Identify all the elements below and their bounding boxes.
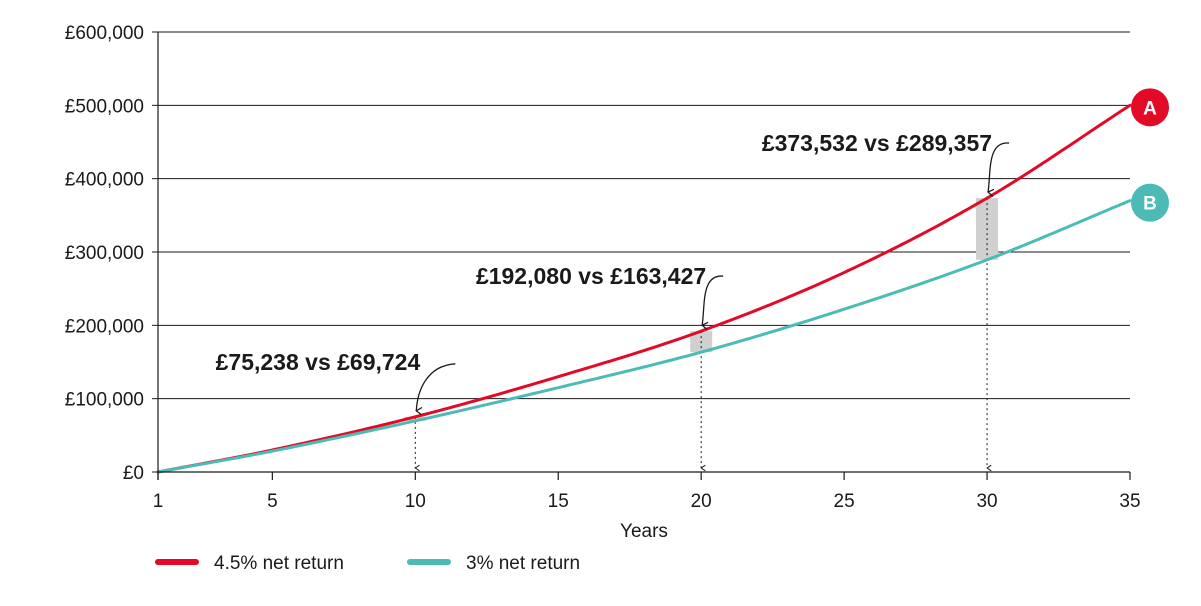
- axis-layer: £0 £100,000 £200,000 £300,000 £400,000 £500,0…: [65, 23, 1141, 542]
- legend-label: 4.5% net return: [214, 553, 344, 574]
- series-line-2: [156, 199, 1132, 474]
- y-tick-label: £500,000: [65, 96, 144, 117]
- legend-label: 3% net return: [466, 553, 580, 574]
- series-line-1: [156, 103, 1132, 474]
- x-tick-label: 35: [1119, 491, 1140, 512]
- x-tick-label: 20: [691, 491, 712, 512]
- x-tick-label: 30: [976, 491, 997, 512]
- y-tick-label: £0: [123, 463, 144, 484]
- annotation-arrow: [416, 363, 456, 411]
- series-badge-circle: [1131, 183, 1169, 222]
- x-tick-label: 1: [153, 491, 164, 512]
- legend: 4.5% net return 3% net return: [155, 553, 580, 574]
- x-tick-label: 15: [548, 491, 569, 512]
- annotation-label: £373,532 vs £289,357: [762, 130, 992, 156]
- annotation-arrow: [702, 275, 724, 325]
- y-tick-label: £100,000: [65, 390, 144, 411]
- drop-line-layer: [415, 198, 987, 468]
- series-badge-label: B: [1143, 194, 1157, 215]
- gap-band: [404, 416, 427, 421]
- x-tick-label: 5: [267, 491, 278, 512]
- series-badge-layer: AB: [1131, 88, 1169, 222]
- annotation-layer: £75,238 vs £69,724 £192,080 vs £163,427 £3…: [216, 130, 1010, 411]
- x-tick-label: 10: [405, 491, 426, 512]
- x-axis-title: Years: [620, 521, 668, 542]
- annotation-label: £192,080 vs £163,427: [476, 263, 706, 289]
- x-tick-label: 25: [834, 491, 855, 512]
- grid-layer: [158, 31, 1130, 400]
- series-layer: [156, 103, 1132, 474]
- series-badge-circle: [1131, 88, 1169, 127]
- y-tick-label: £300,000: [65, 243, 144, 264]
- series-badge-label: A: [1143, 98, 1157, 119]
- annotation-arrow: [988, 142, 1010, 192]
- y-tick-label: £600,000: [65, 23, 144, 44]
- y-tick-label: £400,000: [65, 170, 144, 191]
- annotation-label: £75,238 vs £69,724: [216, 349, 421, 375]
- y-tick-label: £200,000: [65, 316, 144, 337]
